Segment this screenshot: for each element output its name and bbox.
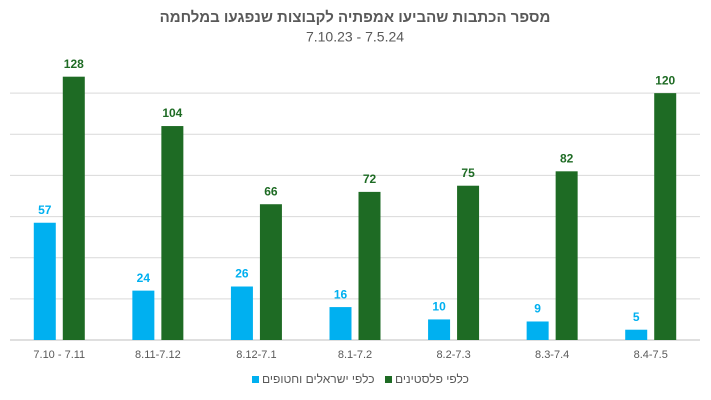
- x-tick-label: 8.1-7.2: [338, 349, 372, 361]
- bar: [555, 171, 578, 340]
- bar: [654, 93, 677, 341]
- data-label: 128: [64, 57, 84, 71]
- x-tick-label: 7.10 - 7.11: [33, 349, 85, 361]
- data-label: 66: [264, 184, 278, 198]
- bar: [161, 126, 184, 340]
- x-tick-label: 8.4-7.5: [634, 349, 668, 361]
- bar: [33, 222, 56, 340]
- data-label: 104: [162, 106, 182, 120]
- legend-swatch: [385, 376, 392, 383]
- bar: [625, 329, 648, 340]
- data-label: 57: [38, 203, 52, 217]
- bar: [329, 307, 352, 340]
- chart-title: מספר הכתבות שהביעו אמפתיה לקבוצות שנפגעו…: [160, 9, 551, 26]
- data-label: 82: [560, 151, 574, 165]
- chart-subtitle: 7.10.23 - 7.5.24: [306, 29, 404, 45]
- data-label: 120: [655, 73, 675, 87]
- bar: [259, 204, 282, 340]
- x-tick-label: 8.3-7.4: [535, 349, 569, 361]
- bar: [428, 319, 451, 340]
- bar: [230, 286, 253, 340]
- data-label: 16: [334, 287, 348, 301]
- x-tick-label: 8.12-7.1: [236, 349, 276, 361]
- legend-label: כלפי ישראלים וחטופים: [262, 372, 375, 386]
- bar: [457, 185, 480, 340]
- legend-swatch: [252, 376, 259, 383]
- data-label: 75: [461, 166, 475, 180]
- data-label: 10: [432, 300, 446, 314]
- bar: [62, 76, 85, 340]
- bar: [132, 290, 155, 340]
- bar: [358, 191, 381, 340]
- x-tick-label: 8.11-7.12: [135, 349, 181, 361]
- data-label: 24: [137, 271, 151, 285]
- bar: [526, 321, 549, 340]
- data-label: 72: [363, 172, 377, 186]
- x-tick-label: 8.2-7.3: [436, 349, 470, 361]
- data-label: 26: [235, 267, 249, 281]
- data-label: 9: [534, 302, 541, 316]
- data-label: 5: [633, 310, 640, 324]
- legend-label: כלפי פלסטינים: [395, 372, 469, 386]
